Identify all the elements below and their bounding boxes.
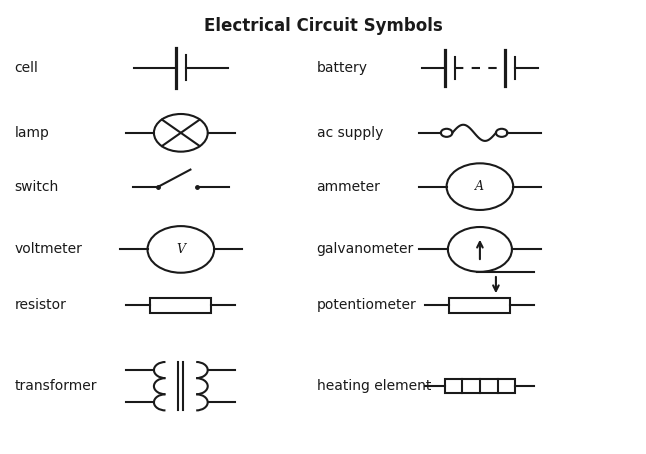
Bar <box>444 380 515 393</box>
Text: V: V <box>176 243 185 256</box>
Text: Electrical Circuit Symbols: Electrical Circuit Symbols <box>203 17 443 35</box>
Bar <box>450 298 510 313</box>
Text: cell: cell <box>14 61 38 75</box>
Text: voltmeter: voltmeter <box>14 242 82 257</box>
Text: battery: battery <box>317 61 368 75</box>
Text: switch: switch <box>14 180 59 194</box>
Text: lamp: lamp <box>14 126 49 140</box>
Text: galvanometer: galvanometer <box>317 242 414 257</box>
Text: resistor: resistor <box>14 298 66 312</box>
Text: transformer: transformer <box>14 379 97 393</box>
Text: A: A <box>475 180 484 193</box>
Text: potentiometer: potentiometer <box>317 298 416 312</box>
Text: ammeter: ammeter <box>317 180 380 194</box>
Text: heating element: heating element <box>317 379 431 393</box>
Bar <box>151 298 211 313</box>
Text: ac supply: ac supply <box>317 126 383 140</box>
